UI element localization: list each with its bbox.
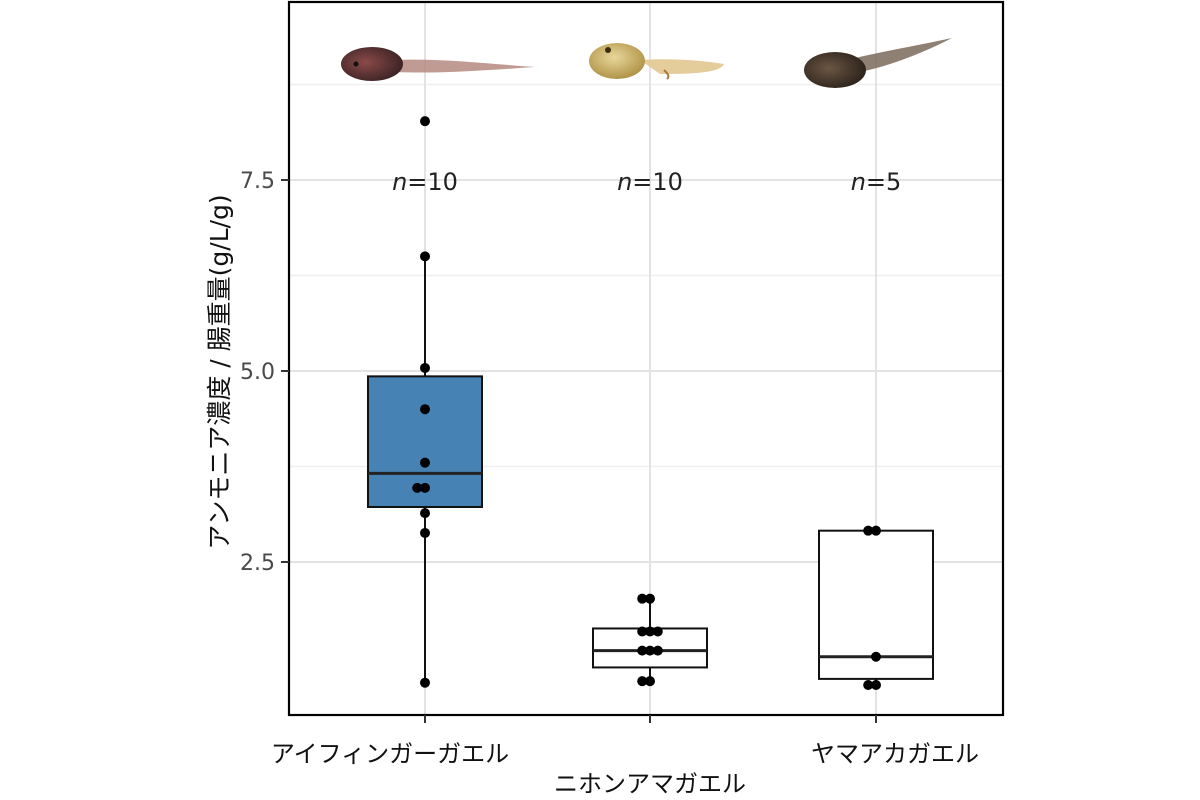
y-axis: 2.5 5.0 7.5: [240, 169, 877, 723]
data-point-1-9: [420, 251, 430, 262]
sample-size-label-3: n=5: [851, 168, 902, 196]
data-point-1-5: [412, 482, 423, 493]
data-point-1-4: [420, 482, 430, 493]
plot-area-frame: [287, 0, 1005, 717]
data-point-1-7: [420, 404, 430, 415]
y-tick-label-2: 5.0: [240, 360, 275, 385]
data-point-2-1: [645, 676, 655, 687]
sample-size-label-2: n=10: [617, 168, 683, 196]
data-point-3-1: [871, 680, 881, 691]
data-point-3-3: [871, 651, 881, 662]
category-label-2: ニホンアマガエル: [554, 770, 746, 798]
data-point-2-9: [637, 593, 648, 604]
data-point-2-4: [637, 645, 648, 656]
data-point-2-5: [652, 645, 663, 656]
data-point-1-2: [420, 527, 430, 538]
data-point-1-6: [420, 457, 430, 468]
data-point-2-6: [645, 626, 655, 637]
sample-size-label-1: n=10: [392, 168, 458, 196]
data-point-3-2: [863, 680, 874, 691]
data-point-2-7: [637, 626, 648, 637]
data-point-2-8: [645, 593, 655, 604]
y-tick-label-3: 7.5: [240, 169, 275, 194]
data-point-1-8: [420, 362, 430, 373]
tadpole-image-3: [804, 38, 952, 88]
data-point-1-1: [420, 677, 430, 688]
tadpole-image-1: [341, 47, 535, 81]
category-label-3: ヤマアカガエル: [811, 740, 979, 768]
data-point-2-3: [645, 645, 655, 656]
category-label-1: アイフィンガーガエル: [271, 740, 509, 768]
tadpole-image-2: [589, 43, 724, 80]
y-tick-label-1: 2.5: [240, 551, 275, 576]
data-point-2-10: [652, 626, 663, 637]
data-point-1-10: [420, 116, 430, 127]
data-point-3-4: [871, 525, 881, 536]
y-axis-label: アンモニア濃度 / 腸重量(g/L/g): [205, 194, 234, 549]
points-layer: [412, 116, 881, 691]
data-point-3-5: [863, 525, 874, 536]
data-point-1-3: [420, 508, 430, 519]
data-point-2-2: [637, 676, 648, 687]
